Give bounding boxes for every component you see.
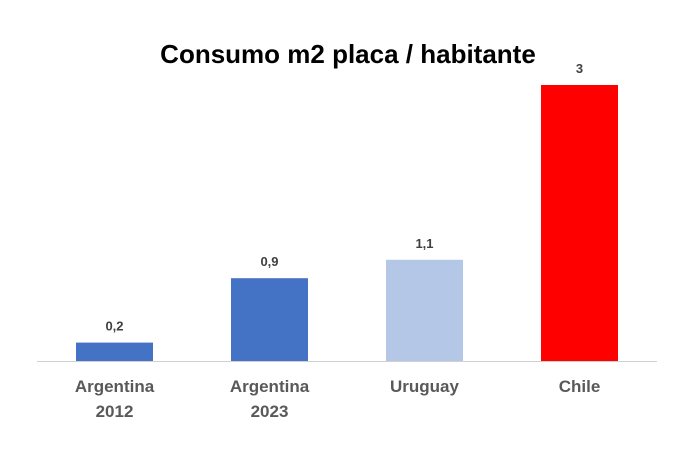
x-tick-label-3: Chile xyxy=(559,377,601,396)
x-tick-label-0-line-0: Argentina xyxy=(75,377,155,396)
x-tick-label-0-line-1: 2012 xyxy=(96,402,134,421)
bar-2 xyxy=(386,259,463,361)
x-tick-label-1-line-1: 2023 xyxy=(251,402,289,421)
bar-1 xyxy=(231,278,308,361)
bar-0 xyxy=(76,342,153,361)
data-label-3: 3 xyxy=(576,61,583,76)
x-tick-label-0: Argentina 2012 xyxy=(75,377,155,421)
x-tick-label-3-line-0: Chile xyxy=(559,377,601,396)
x-tick-label-2: Uruguay xyxy=(390,377,460,396)
x-tick-label-1: Argentina 2023 xyxy=(230,377,310,421)
data-label-0: 0,2 xyxy=(105,319,123,334)
bars-group: 0,2 0,9 1,1 3 xyxy=(76,61,618,361)
x-tick-labels: Argentina 2012 Argentina 2023 Uruguay Chile xyxy=(75,377,600,421)
x-tick-label-1-line-0: Argentina xyxy=(230,377,310,396)
x-tick-label-2-line-0: Uruguay xyxy=(390,377,460,396)
bar-3 xyxy=(541,85,618,361)
chart-title: Consumo m2 placa / habitante xyxy=(160,39,536,69)
data-label-1: 0,9 xyxy=(260,254,278,269)
data-label-2: 1,1 xyxy=(415,236,433,251)
